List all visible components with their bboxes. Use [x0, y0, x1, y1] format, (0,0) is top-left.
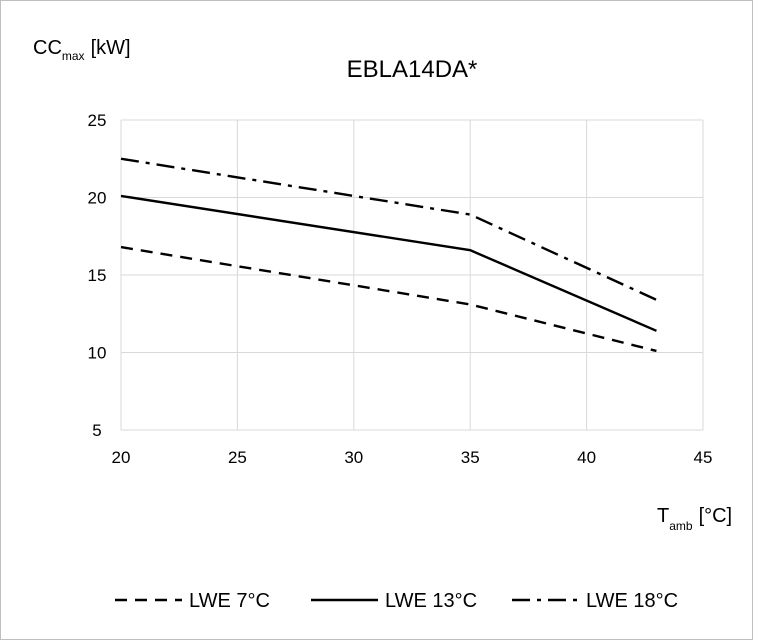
series-line — [120, 157, 657, 301]
chart-title: EBLA14DA* — [347, 56, 478, 83]
grid — [120, 119, 704, 431]
y-tick-label: 20 — [88, 189, 107, 208]
x-tick-label: 40 — [577, 448, 596, 467]
series-line — [120, 194, 657, 332]
y-tick-labels: 5 10 15 20 25 — [88, 111, 107, 440]
x-axis-label-sub: amb — [669, 519, 693, 533]
x-tick-labels: 20 25 30 35 40 45 — [112, 448, 713, 467]
y-tick-label: 5 — [92, 421, 101, 440]
chart-svg: 20 25 30 35 40 45 5 10 15 20 25 EBLA14DA* CCmax [k… — [33, 37, 732, 612]
series-line — [120, 245, 657, 353]
x-axis-label-main: T — [657, 505, 669, 527]
y-tick-label: 15 — [88, 266, 107, 285]
y-tick-label: 25 — [88, 111, 107, 130]
y-axis-label-main: CC — [33, 37, 62, 59]
legend-label: LWE 18°C — [586, 590, 678, 612]
y-axis-label: CCmax [kW] — [33, 37, 131, 63]
legend-label: LWE 7°C — [189, 590, 270, 612]
x-tick-label: 25 — [228, 448, 247, 467]
x-tick-label: 35 — [461, 448, 480, 467]
series-lines — [120, 157, 657, 353]
x-tick-label: 45 — [694, 448, 713, 467]
x-axis-label-unit: [°C] — [699, 505, 733, 527]
x-axis-label: Tamb [°C] — [657, 505, 732, 533]
y-axis-label-sub: max — [62, 49, 85, 63]
x-tick-label: 30 — [344, 448, 363, 467]
legend-label: LWE 13°C — [385, 590, 477, 612]
x-tick-label: 20 — [112, 448, 131, 467]
y-axis-label-unit: [kW] — [91, 37, 131, 59]
legend: LWE 7°C LWE 13°C LWE 18°C — [115, 590, 678, 612]
y-tick-label: 10 — [88, 344, 107, 363]
